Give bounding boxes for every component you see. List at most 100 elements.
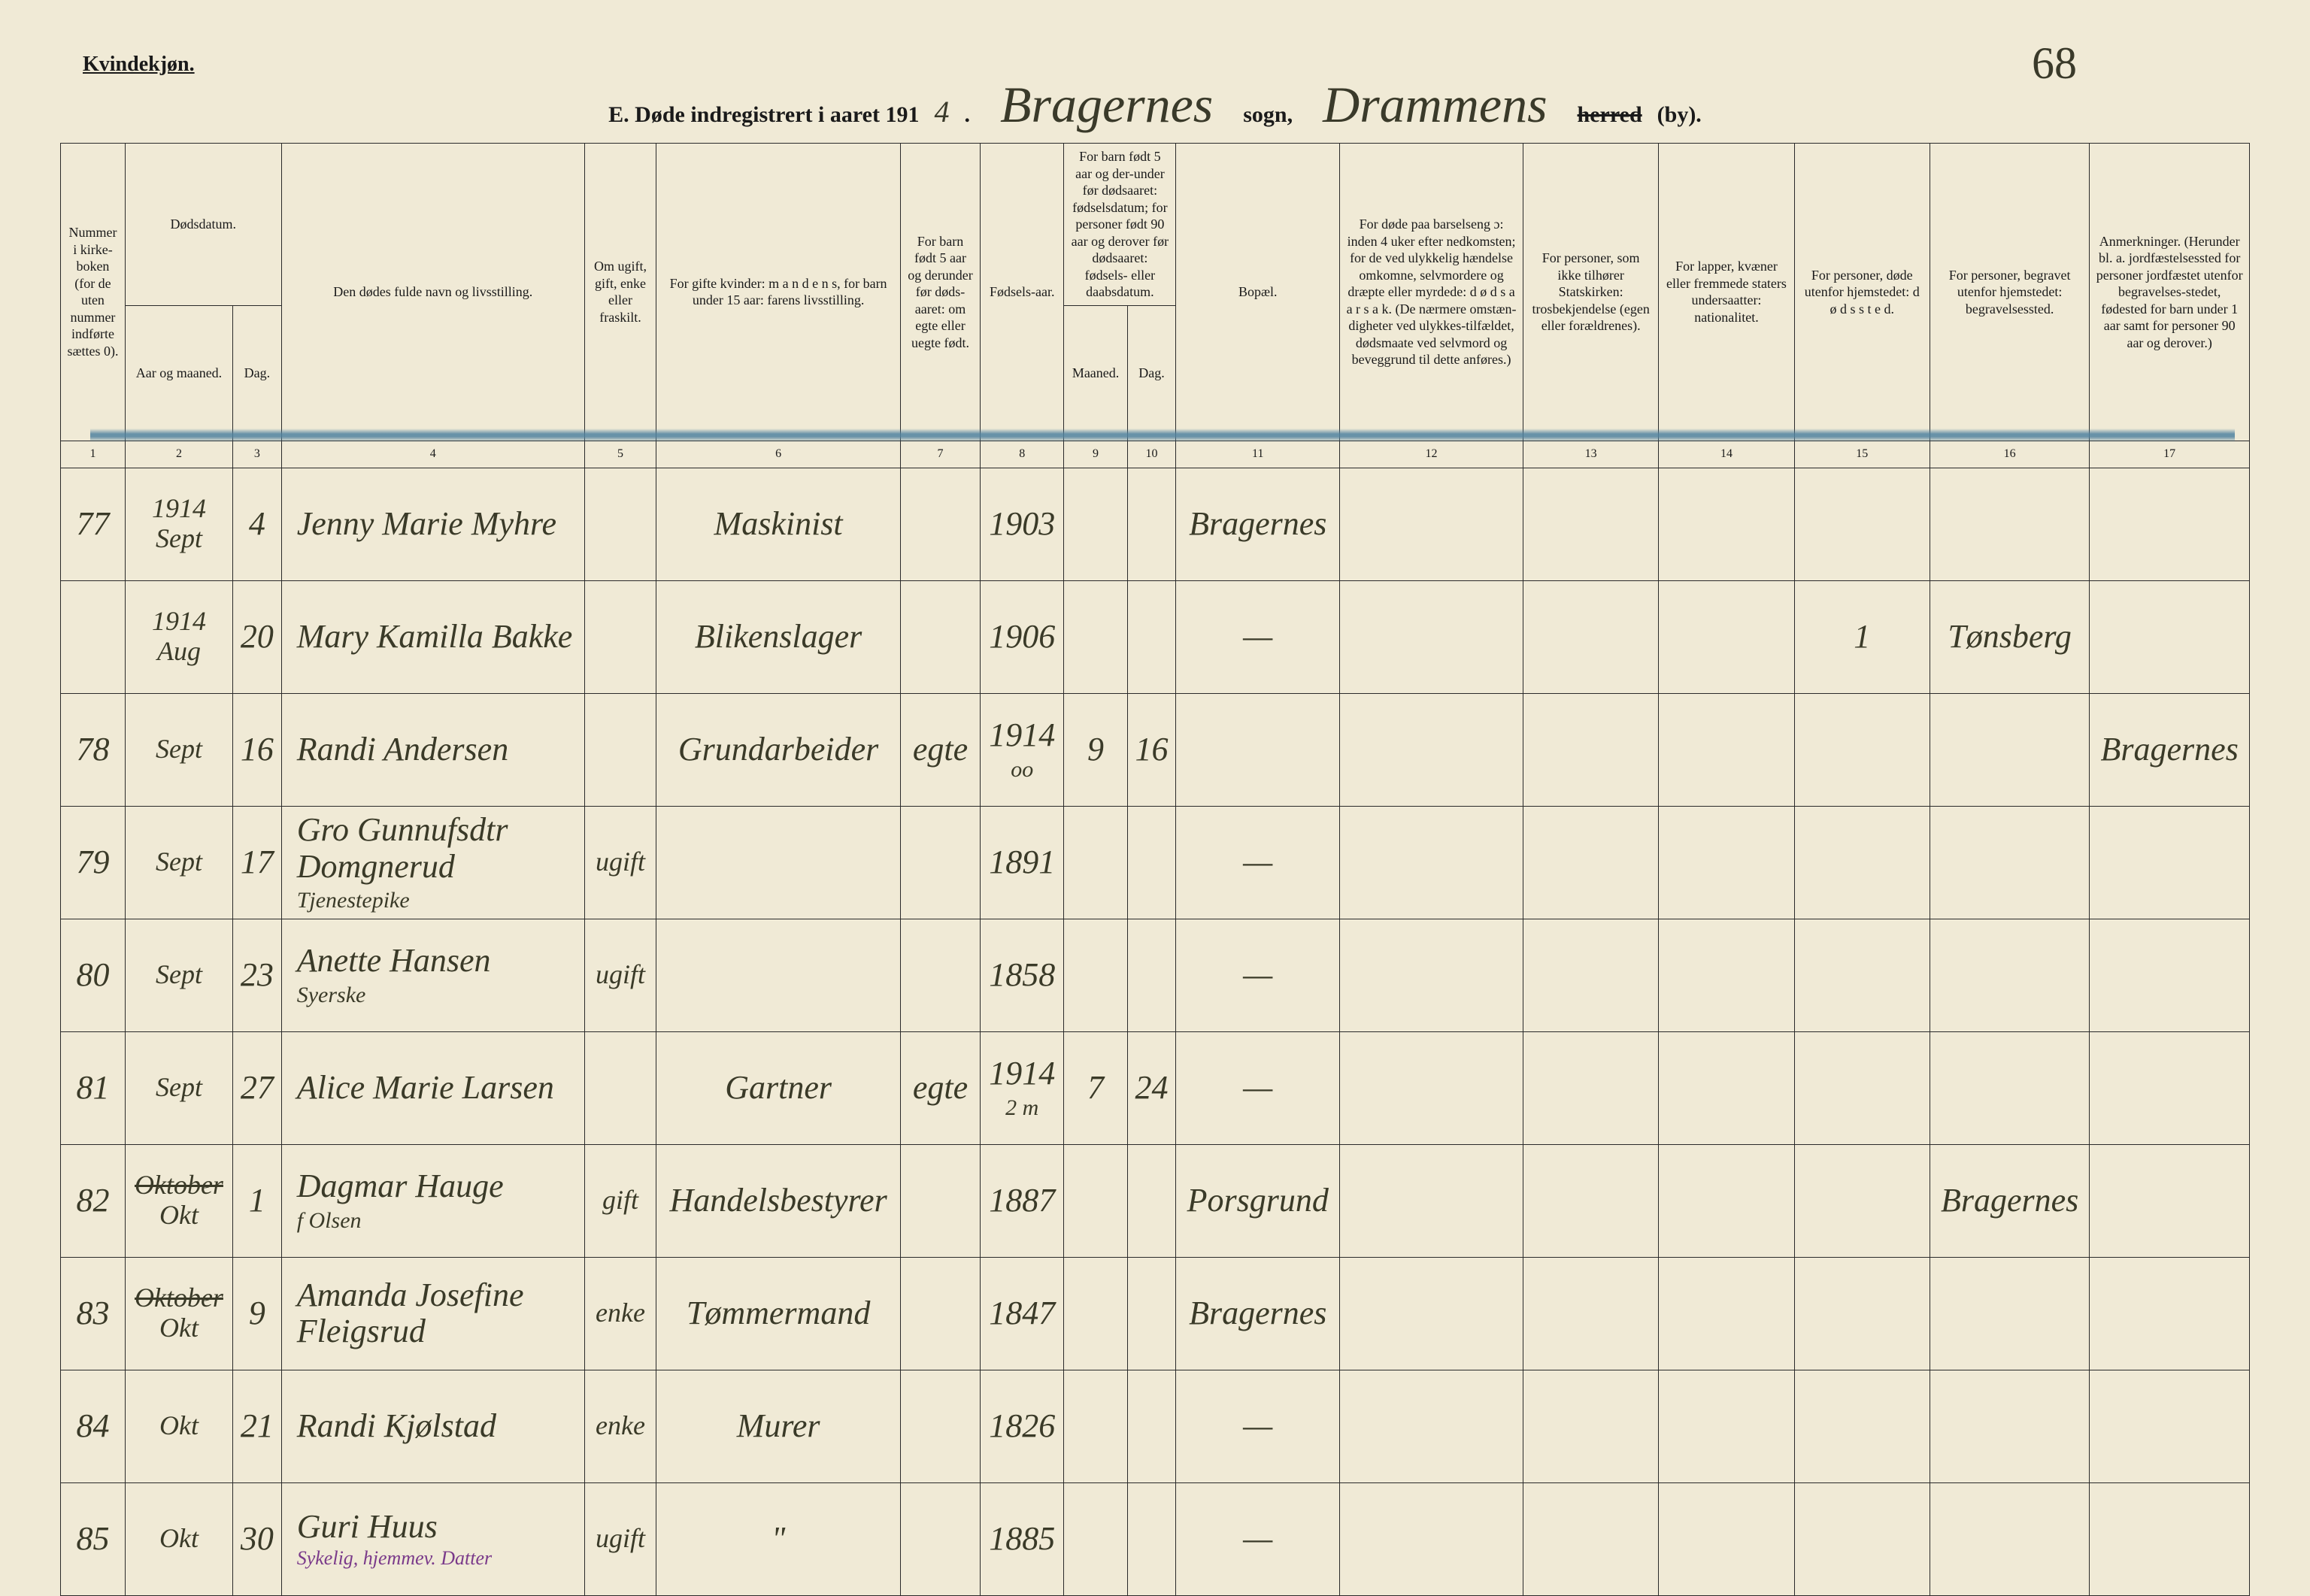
page-title-line: E. Døde indregistrert i aaret 1914. Brag…	[60, 75, 2250, 135]
column-number-row: 1 2 3 4 5 6 7 8 9 10 11 12 13 14 15 16 1…	[61, 441, 2250, 468]
birth-day: 24	[1127, 1031, 1176, 1144]
burial-place: Bragernes	[1930, 1144, 2089, 1257]
col-header-1: Nummer i kirke-boken (for de uten nummer…	[61, 144, 126, 441]
table-row: 771914 Sept4Jenny Marie MyhreMaskinist19…	[61, 468, 2250, 580]
death-place	[1794, 468, 1930, 580]
cause	[1340, 468, 1523, 580]
table-row: 1914 Aug20Mary Kamilla BakkeBlikenslager…	[61, 580, 2250, 693]
col-header-16: For personer, begravet utenfor hjemstede…	[1930, 144, 2089, 441]
death-year-month: OktoberOkt	[125, 1257, 232, 1370]
husband-occupation: Murer	[656, 1370, 901, 1482]
death-year-month: OktoberOkt	[125, 1144, 232, 1257]
table-row: 80Sept23Anette HansenSyerskeugift1858—	[61, 919, 2250, 1031]
birth-year: 1826	[981, 1370, 1064, 1482]
burial-place	[1930, 806, 2089, 919]
table-row: 79Sept17Gro Gunnufsdtr DomgnerudTjeneste…	[61, 806, 2250, 919]
birth-year: 1903	[981, 468, 1064, 580]
death-day: 16	[233, 693, 282, 806]
nationality	[1659, 1370, 1794, 1482]
legitimate: egte	[900, 1031, 980, 1144]
faith	[1523, 1370, 1659, 1482]
residence: —	[1176, 806, 1340, 919]
herred-name: Drammens	[1308, 75, 1562, 135]
marital-status: ugift	[584, 806, 656, 919]
faith	[1523, 693, 1659, 806]
cause	[1340, 1257, 1523, 1370]
birth-year: 1858	[981, 919, 1064, 1031]
marital-status	[584, 693, 656, 806]
table-body: 771914 Sept4Jenny Marie MyhreMaskinist19…	[61, 468, 2250, 1595]
name: Dagmar Haugef Olsen	[281, 1144, 584, 1257]
faith	[1523, 806, 1659, 919]
col-header-7: For barn født 5 aar og derunder før døds…	[900, 144, 980, 441]
colnum: 8	[981, 441, 1064, 468]
nationality	[1659, 1482, 1794, 1595]
nationality	[1659, 468, 1794, 580]
husband-occupation: Gartner	[656, 1031, 901, 1144]
remarks	[2090, 919, 2250, 1031]
remarks: Bragernes	[2090, 693, 2250, 806]
death-place	[1794, 806, 1930, 919]
birth-month	[1064, 806, 1127, 919]
name: Amanda Josefine Fleigsrud	[281, 1257, 584, 1370]
birth-day	[1127, 1370, 1176, 1482]
legitimate	[900, 468, 980, 580]
death-day: 23	[233, 919, 282, 1031]
title-prefix: E. Døde indregistrert i aaret 191	[608, 102, 919, 128]
col-header-2-group: Dødsdatum.	[125, 144, 281, 306]
nationality	[1659, 693, 1794, 806]
remarks	[2090, 1257, 2250, 1370]
birth-year: 1891	[981, 806, 1064, 919]
table-row: 81Sept27Alice Marie LarsenGartneregte191…	[61, 1031, 2250, 1144]
husband-occupation: Tømmermand	[656, 1257, 901, 1370]
legitimate	[900, 919, 980, 1031]
death-place	[1794, 919, 1930, 1031]
birth-month	[1064, 1370, 1127, 1482]
col-header-9-group: For barn født 5 aar og der-under før død…	[1064, 144, 1176, 306]
colnum: 4	[281, 441, 584, 468]
ledger-page: Kvindekjøn. E. Døde indregistrert i aare…	[60, 45, 2250, 1458]
colnum: 11	[1176, 441, 1340, 468]
faith	[1523, 1482, 1659, 1595]
birth-month	[1064, 1482, 1127, 1595]
birth-year: 1885	[981, 1482, 1064, 1595]
death-year-month: Sept	[125, 806, 232, 919]
death-day: 20	[233, 580, 282, 693]
colnum: 17	[2090, 441, 2250, 468]
colnum: 2	[125, 441, 232, 468]
cause	[1340, 1031, 1523, 1144]
death-day: 1	[233, 1144, 282, 1257]
birth-month: 7	[1064, 1031, 1127, 1144]
death-year-month: Okt	[125, 1482, 232, 1595]
birth-month	[1064, 1144, 1127, 1257]
birth-month	[1064, 580, 1127, 693]
entry-number: 77	[61, 468, 126, 580]
nationality	[1659, 1031, 1794, 1144]
death-place	[1794, 1482, 1930, 1595]
birth-day	[1127, 468, 1176, 580]
residence: Bragernes	[1176, 1257, 1340, 1370]
legitimate	[900, 1144, 980, 1257]
entry-number: 83	[61, 1257, 126, 1370]
residence: —	[1176, 580, 1340, 693]
death-year-month: 1914 Sept	[125, 468, 232, 580]
husband-occupation: Maskinist	[656, 468, 901, 580]
death-year-month: Sept	[125, 919, 232, 1031]
husband-occupation	[656, 806, 901, 919]
death-year-month: Okt	[125, 1370, 232, 1482]
residence: —	[1176, 919, 1340, 1031]
colnum: 13	[1523, 441, 1659, 468]
residence: —	[1176, 1370, 1340, 1482]
birth-day: 16	[1127, 693, 1176, 806]
birth-year: 1887	[981, 1144, 1064, 1257]
remarks	[2090, 1144, 2250, 1257]
burial-place	[1930, 693, 2089, 806]
col-header-17: Anmerkninger. (Herunder bl. a. jordfæste…	[2090, 144, 2250, 441]
colnum: 15	[1794, 441, 1930, 468]
marital-status: enke	[584, 1257, 656, 1370]
death-year-month: Sept	[125, 1031, 232, 1144]
faith	[1523, 580, 1659, 693]
entry-number: 85	[61, 1482, 126, 1595]
death-place	[1794, 1031, 1930, 1144]
marital-status	[584, 580, 656, 693]
